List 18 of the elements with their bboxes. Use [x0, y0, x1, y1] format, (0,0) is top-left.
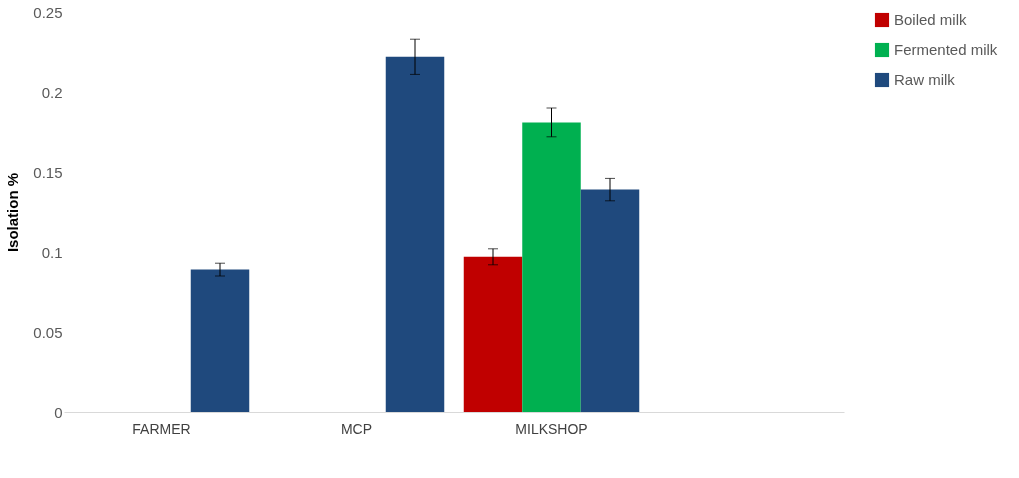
- y-tick-label: 0.05: [33, 323, 63, 341]
- y-tick-label: 0.15: [33, 163, 63, 181]
- bar: [385, 56, 445, 412]
- y-tick-label: 0.2: [41, 83, 63, 101]
- y-tick-label: 0.1: [41, 243, 63, 261]
- y-tick-label: 0.25: [33, 3, 63, 21]
- legend-label: Boiled milk: [894, 11, 968, 28]
- bar: [190, 269, 250, 412]
- bar: [463, 256, 523, 412]
- x-tick-label: FARMER: [132, 420, 191, 437]
- x-tick-label: MCP: [340, 420, 373, 437]
- legend-label: Raw milk: [894, 71, 956, 88]
- y-axis-title: Isolation %: [4, 172, 22, 253]
- bar: [522, 122, 581, 412]
- x-tick-label: MILKSHOP: [515, 420, 588, 437]
- bar: [580, 189, 640, 412]
- legend-label: Fermented milk: [894, 41, 998, 58]
- y-tick-label: 0: [54, 403, 63, 421]
